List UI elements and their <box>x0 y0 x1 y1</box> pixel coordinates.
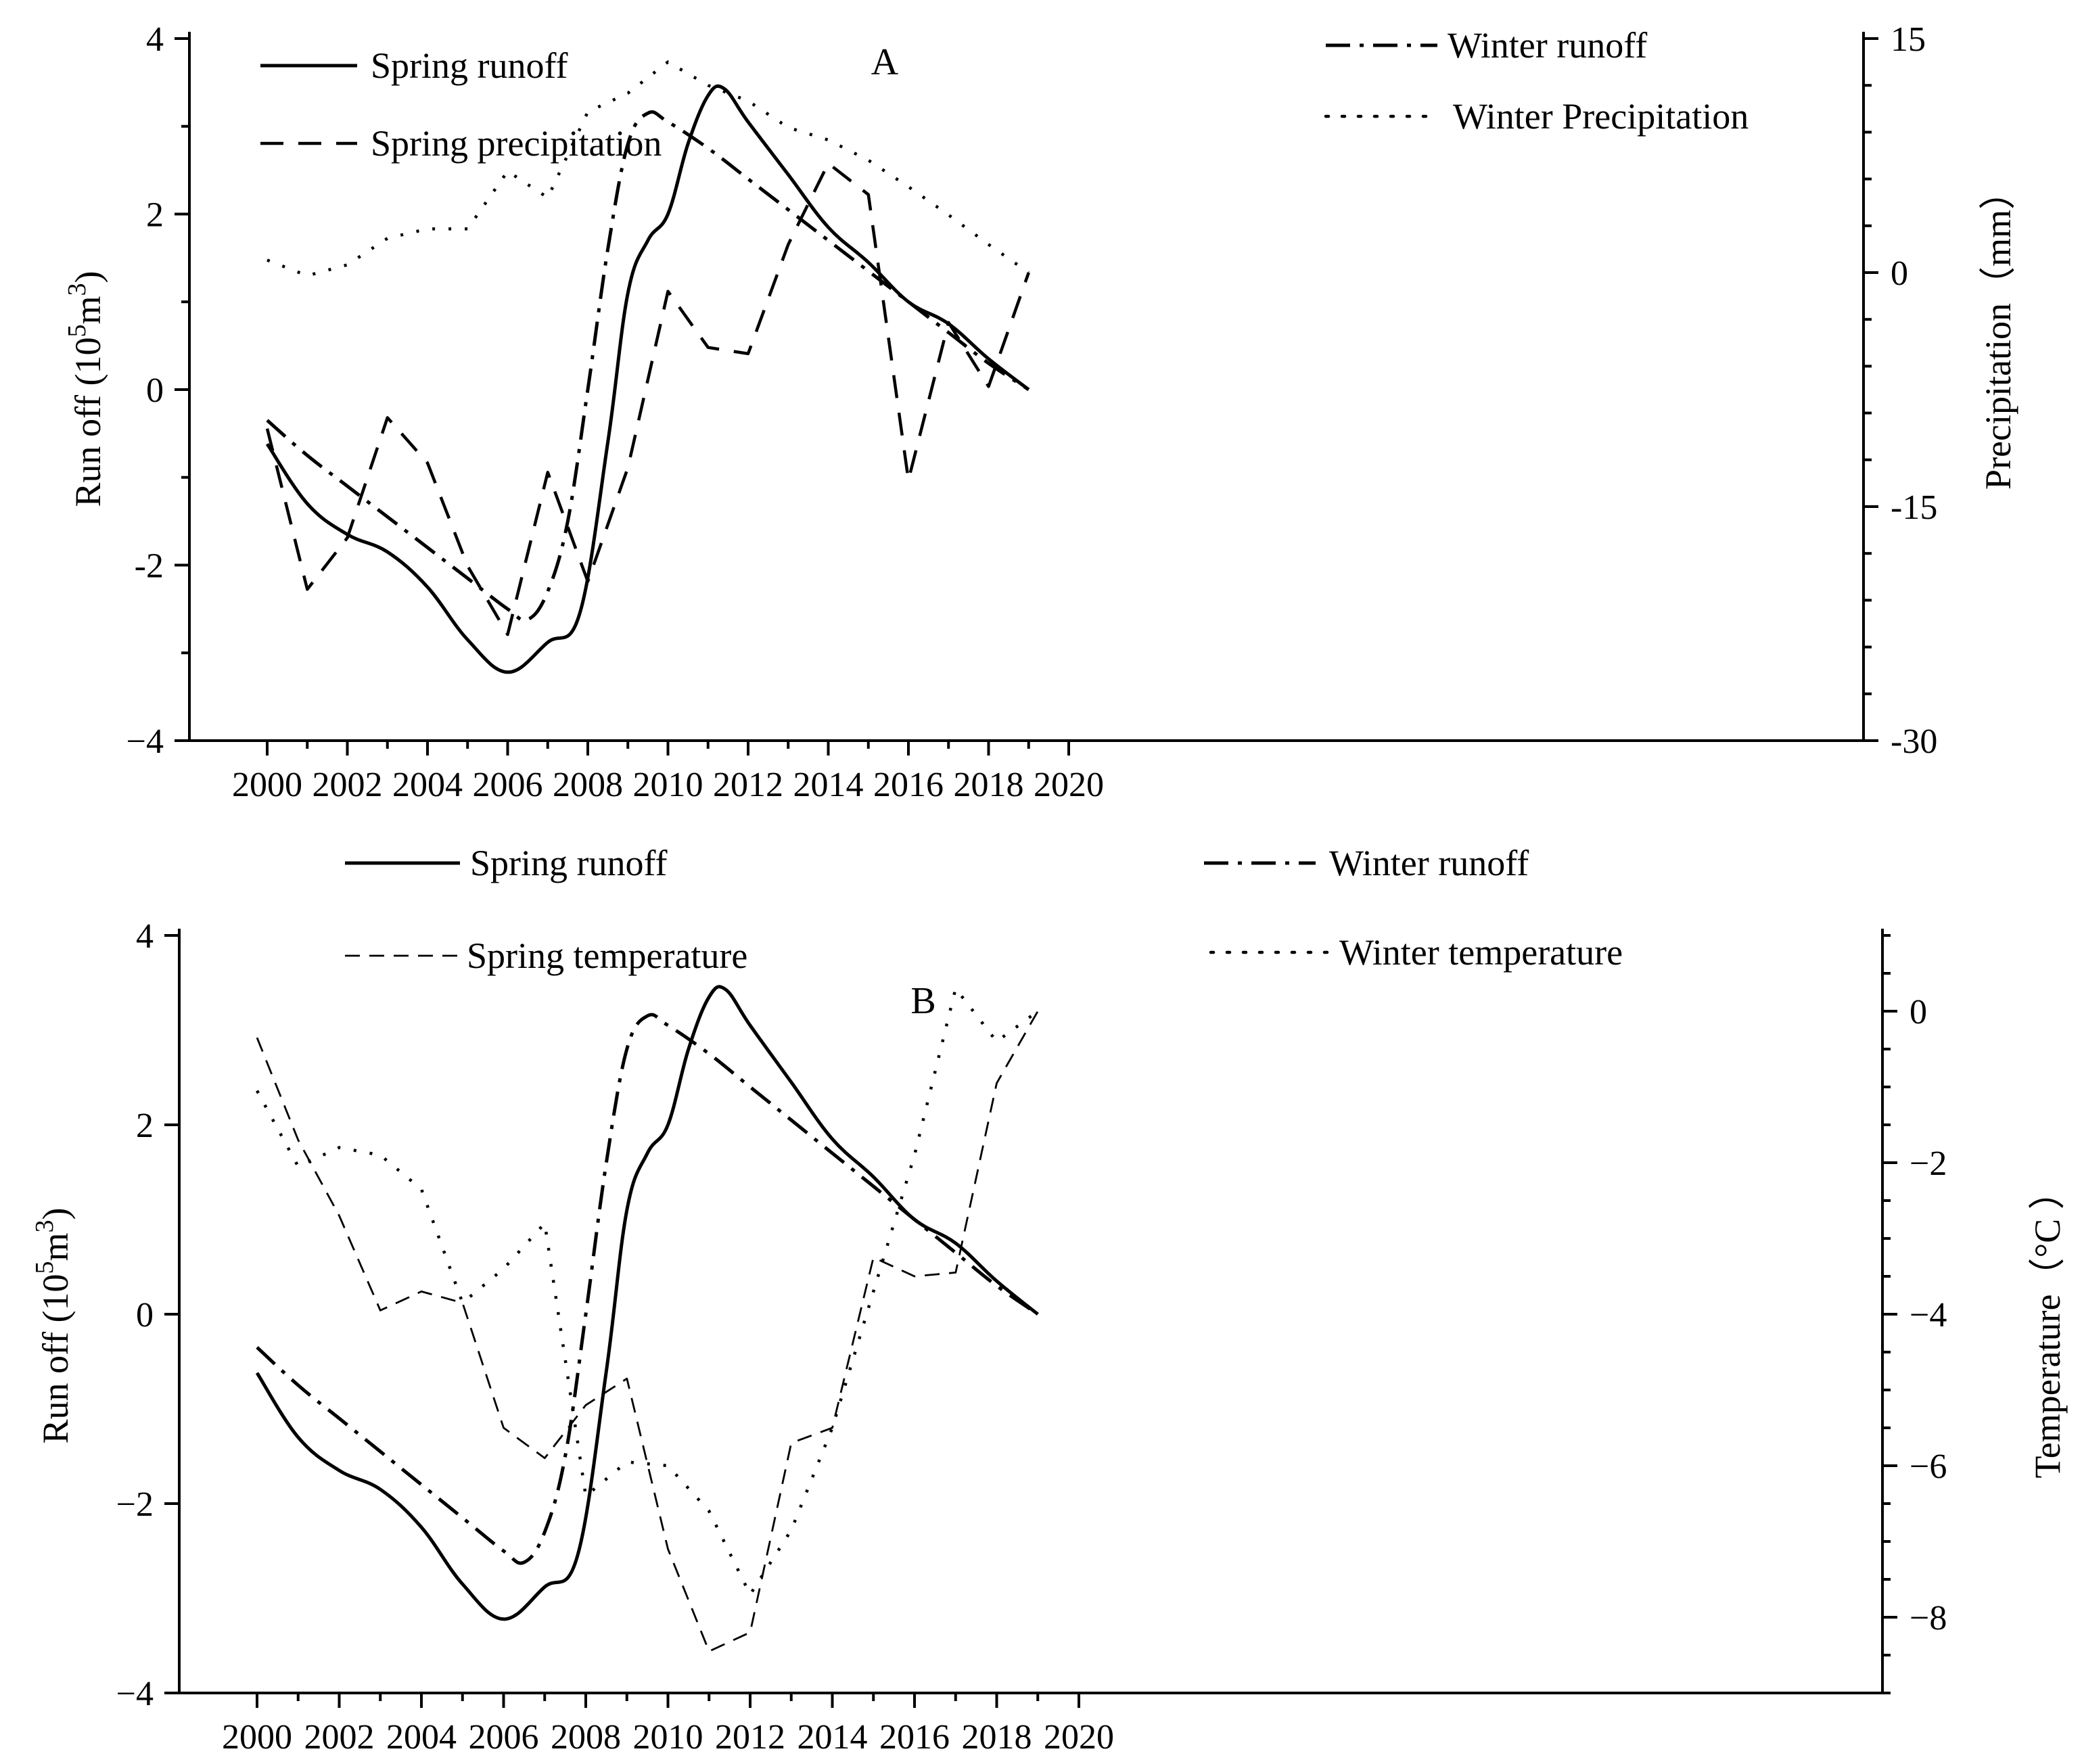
panel-a-x-tick-label: 2012 <box>713 766 783 804</box>
panel-b-x-tick-label: 2000 <box>222 1718 292 1757</box>
panel-b-series-spring-temperature <box>256 1011 1039 1652</box>
panel-a-series <box>265 60 1030 674</box>
panel-a-y-tick-label: 0 <box>146 371 164 410</box>
panel-b-y-tick-label: 4 <box>136 917 154 956</box>
panel-b-legend-label: Spring temperature <box>467 935 747 976</box>
panel-b-x-tick-label: 2014 <box>797 1718 868 1757</box>
panel-b-y-tick-label: 2 <box>136 1107 154 1145</box>
panel-b-x-tick-label: 2016 <box>879 1718 950 1757</box>
panel-a-label: A <box>871 41 899 83</box>
panel-b-x-tick-label: 2010 <box>633 1718 703 1757</box>
panel-b-x-tick-label: 2018 <box>962 1718 1032 1757</box>
panel-a-series-spring-precipitation <box>265 162 1030 636</box>
panel-a-x-tick-label: 2014 <box>793 766 864 804</box>
panel-a-x-tick-label: 2010 <box>633 766 703 804</box>
panel-a-x-tick-label: 2020 <box>1034 766 1104 804</box>
panel-b: 2000 2002 2004 2006 2008 2010 2012 2014 2016 2018… <box>30 843 2068 1757</box>
panel-b-x-tick-label: 2012 <box>715 1718 785 1757</box>
panel-b-y-tick-label: −2 <box>116 1485 154 1524</box>
panel-a-y-right-tick-label: -30 <box>1891 722 1937 761</box>
panel-a-ylabel-left: Run off (105m3) <box>63 271 108 507</box>
panel-b-x-tick-label: 2008 <box>551 1718 621 1757</box>
panel-b-series-winter-temperature <box>256 987 1039 1596</box>
panel-b-x-tick-label: 2002 <box>304 1718 375 1757</box>
panel-a-x-tick-label: 2000 <box>232 766 302 804</box>
panel-a-x-tick-label: 2004 <box>392 766 463 804</box>
panel-b-legend-label: Winter temperature <box>1339 932 1623 973</box>
panel-b-y-right-tick-label: −6 <box>1910 1447 1947 1486</box>
panel-b-y-right-tick-label: −8 <box>1910 1599 1947 1638</box>
panel-b-y-tick-label: −4 <box>116 1675 154 1713</box>
panel-a-legend-label: Winter Precipitation <box>1453 96 1749 137</box>
panel-a-series-spring-runoff <box>265 84 1030 674</box>
panel-b-y-right-tick-label: −2 <box>1910 1144 1947 1183</box>
panel-b-axes: 2000 2002 2004 2006 2008 2010 2012 2014 2016 2018… <box>116 917 1947 1757</box>
panel-b-legend: Spring runoff Spring temperature Winter ru… <box>345 843 1623 976</box>
panel-b-x-tick-label: 2006 <box>469 1718 539 1757</box>
panel-a-y-right-tick-label: 15 <box>1891 20 1926 59</box>
panel-b-y-right-tick-label: −4 <box>1910 1296 1947 1334</box>
panel-a-axes: 2000 2002 2004 2006 2008 2010 2012 2014 2016 2018… <box>126 20 1938 804</box>
panel-a-ylabel-right: Precipitation（mm） <box>1978 173 2018 490</box>
panel-b-ylabel-right: Temperature（°C ） <box>2027 1173 2068 1478</box>
panel-b-series-spring-runoff <box>255 985 1039 1621</box>
panel-a-x-tick-label: 2016 <box>873 766 944 804</box>
panel-a-y-tick-label: −4 <box>126 722 164 761</box>
panel-a-x-tick-label: 2002 <box>313 766 383 804</box>
panel-a-legend-label: Spring precipitation <box>371 123 662 164</box>
panel-b-x-tick-label: 2020 <box>1044 1718 1114 1757</box>
panel-b-y-right-tick-label: 0 <box>1910 993 1927 1031</box>
panel-a-y-tick-label: 4 <box>146 20 164 59</box>
panel-a-legend-label: Winter runoff <box>1448 25 1647 66</box>
panel-b-series-winter-runoff <box>256 1013 1039 1565</box>
panel-a: 2000 2002 2004 2006 2008 2010 2012 2014 2016 2018… <box>63 20 2018 804</box>
panel-a-y-tick-label: -2 <box>135 547 164 586</box>
panel-b-y-tick-label: 0 <box>136 1296 154 1334</box>
panel-a-y-tick-label: 2 <box>146 196 164 235</box>
panel-a-legend-label: Spring runoff <box>371 45 568 86</box>
panel-b-label: B <box>910 980 935 1022</box>
panel-a-x-tick-label: 2006 <box>473 766 543 804</box>
panel-a-x-tick-label: 2018 <box>954 766 1024 804</box>
panel-a-x-tick-label: 2008 <box>553 766 623 804</box>
panel-a-y-right-tick-label: -15 <box>1891 488 1937 527</box>
panel-b-legend-label: Spring runoff <box>470 843 668 883</box>
panel-a-legend: Spring runoff Spring precipitation Winter … <box>260 25 1749 164</box>
panel-b-series <box>255 985 1039 1652</box>
panel-b-legend-label: Winter runoff <box>1329 843 1529 883</box>
panel-b-ylabel-left: Run off (105m3) <box>30 1208 76 1444</box>
panel-a-y-right-tick-label: 0 <box>1891 254 1908 293</box>
panel-b-x-tick-label: 2004 <box>386 1718 457 1757</box>
panel-a-series-winter-runoff <box>266 110 1030 622</box>
